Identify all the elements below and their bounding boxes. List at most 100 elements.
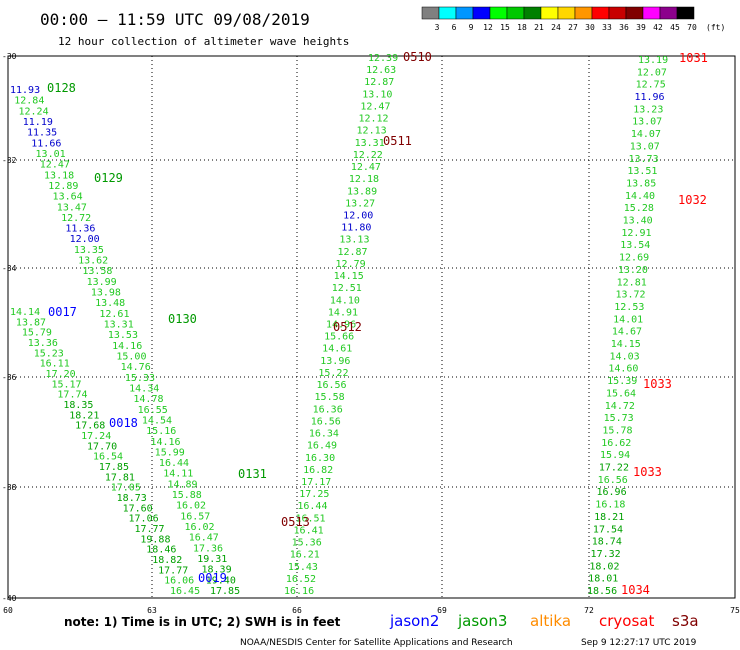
wave-height-value: 17.77: [134, 524, 164, 535]
wave-height-value: 16.44: [297, 501, 327, 512]
pass-time-label: 0130: [168, 312, 197, 326]
legend-swatch: [523, 6, 542, 20]
pass-time-label: 0131: [238, 467, 267, 481]
credit-line: NOAA/NESDIS Center for Satellite Applica…: [240, 638, 513, 648]
wave-height-value: 15.94: [600, 450, 630, 461]
wave-height-value: 16.56: [311, 416, 341, 427]
pass-time-label: 0511: [383, 134, 412, 148]
wave-height-value: 12.07: [637, 67, 667, 78]
wave-height-value: 15.36: [292, 538, 322, 549]
y-tick-label: -30: [2, 52, 17, 61]
pass-time-label: 0018: [109, 416, 138, 430]
wave-height-value: 14.07: [631, 129, 661, 140]
wave-height-value: 14.15: [611, 339, 641, 350]
wave-height-value: 17.32: [591, 549, 621, 560]
wave-height-value: 13.36: [28, 338, 58, 349]
wave-height-value: 13.10: [362, 89, 392, 100]
legend-unit: (ft): [706, 23, 725, 32]
wave-height-value: 12.51: [332, 283, 362, 294]
wave-height-value: 12.47: [351, 162, 381, 173]
wave-height-value: 15.23: [34, 348, 64, 359]
wave-height-value: 16.54: [93, 452, 123, 463]
wave-height-value: 12.79: [336, 259, 366, 270]
legend-label: 30: [585, 23, 595, 32]
pass-labels: 0128 0129 0130 0017 0018 0019 0510 0511 0512 0513…: [47, 50, 708, 597]
wave-height-value: 11.93: [10, 85, 40, 96]
legend-label: 6: [452, 23, 457, 32]
wave-height-value: 12.53: [614, 302, 644, 313]
legend-label: 3: [435, 23, 440, 32]
wave-height-value: 19.40: [206, 575, 236, 586]
jason2-track-0017-0019: 14.1413.8715.7913.3615.2316.1117.2015.17…: [10, 307, 200, 597]
wave-height-value: 13.98: [91, 288, 121, 299]
legend-swatch: [557, 6, 576, 20]
wave-height-value: 13.27: [345, 198, 375, 209]
wave-height-value: 16.62: [601, 438, 631, 449]
legend-swatch: [625, 6, 644, 20]
wave-height-value: 13.87: [16, 317, 46, 328]
wave-height-value: 16.55: [138, 405, 168, 416]
wave-height-value: 15.22: [318, 368, 348, 379]
wave-height-value: 12.39: [368, 53, 398, 64]
wave-height-value: 15.88: [172, 490, 202, 501]
wave-height-value: 16.52: [286, 574, 316, 585]
wave-height-value: 13.18: [44, 170, 74, 181]
wave-height-value: 12.89: [48, 181, 78, 192]
wave-height-value: 19.88: [140, 534, 170, 545]
legend-swatch: [642, 6, 661, 20]
pass-time-label: 0513: [281, 515, 310, 529]
wave-height-value: 17.85: [210, 586, 240, 597]
legend-label: 9: [469, 23, 474, 32]
altimeter-tracks: 11.9312.8412.2411.1911.3511.6613.0112.47…: [10, 53, 668, 597]
wave-height-value: 17.77: [158, 565, 188, 576]
wave-height-value: 18.35: [63, 400, 93, 411]
map-frame: [7, 55, 736, 599]
wave-height-value: 18.21: [69, 410, 99, 421]
pass-time-label: 1034: [621, 583, 650, 597]
wave-height-value: 14.96: [326, 320, 356, 331]
wave-height-value: 18.46: [146, 545, 176, 556]
wave-height-value: 18.56: [587, 586, 617, 597]
wave-height-value: 14.72: [605, 401, 635, 412]
wave-height-value: 12.24: [19, 106, 49, 117]
wave-height-value: 17.05: [111, 483, 141, 494]
wave-height-value: 14.91: [328, 307, 358, 318]
wave-height-value: 16.56: [598, 475, 628, 486]
wave-height-value: 13.23: [633, 104, 663, 115]
footer-note: note: 1) Time is in UTC; 2) SWH is in fe…: [64, 615, 341, 629]
wave-height-value: 15.43: [288, 562, 318, 573]
wave-height-value: 15.66: [324, 332, 354, 343]
wave-height-value: 13.31: [355, 138, 385, 149]
wave-height-value: 14.16: [150, 437, 180, 448]
wave-height-value: 15.00: [116, 351, 146, 362]
s3a-track-0510-0513: 12.3912.6312.8713.1012.4712.1212.1313.31…: [284, 53, 398, 597]
wave-height-value: 13.07: [630, 141, 660, 152]
legend-label: 39: [636, 23, 646, 32]
pass-time-label: 1033: [643, 377, 672, 391]
wave-height-value: 16.02: [176, 501, 206, 512]
wave-height-value: 17.36: [193, 543, 223, 554]
wave-height-value: 12.13: [357, 126, 387, 137]
wave-height-value: 11.35: [27, 128, 57, 139]
legend-swatch: [421, 6, 440, 20]
wave-height-value: 18.73: [117, 493, 147, 504]
x-tick-label: 75: [730, 606, 740, 615]
wave-height-value: 17.24: [81, 431, 111, 442]
wave-height-value: 16.51: [295, 513, 325, 524]
wave-height-value: 13.48: [95, 298, 125, 309]
wave-height-value: 13.62: [78, 256, 108, 267]
legend-swatch: [506, 6, 525, 20]
wave-height-value: 17.06: [129, 514, 159, 525]
wave-height-value: 15.64: [606, 388, 636, 399]
wave-height-value: 16.11: [40, 359, 70, 370]
wave-height-value: 16.36: [313, 404, 343, 415]
wave-height-value: 11.19: [23, 117, 53, 128]
wave-height-value: 17.60: [123, 503, 153, 514]
wave-height-value: 19.31: [197, 554, 227, 565]
legend-swatch: [455, 6, 474, 20]
wave-height-value: 13.89: [347, 186, 377, 197]
wave-height-value: 16.02: [184, 522, 214, 533]
wave-height-value: 13.40: [623, 216, 653, 227]
wave-height-value: 14.76: [121, 362, 151, 373]
